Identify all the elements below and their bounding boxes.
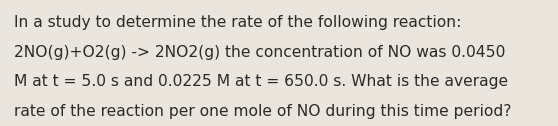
Text: In a study to determine the rate of the following reaction:: In a study to determine the rate of the … [14,15,461,30]
Text: M at t = 5.0 s and 0.0225 M at t = 650.0 s. What is the average: M at t = 5.0 s and 0.0225 M at t = 650.0… [14,74,508,89]
Text: 2NO(g)+O2(g) -> 2NO2(g) the concentration of NO was 0.0450: 2NO(g)+O2(g) -> 2NO2(g) the concentratio… [14,45,506,60]
Text: rate of the reaction per one mole of NO during this time period?: rate of the reaction per one mole of NO … [14,104,512,119]
